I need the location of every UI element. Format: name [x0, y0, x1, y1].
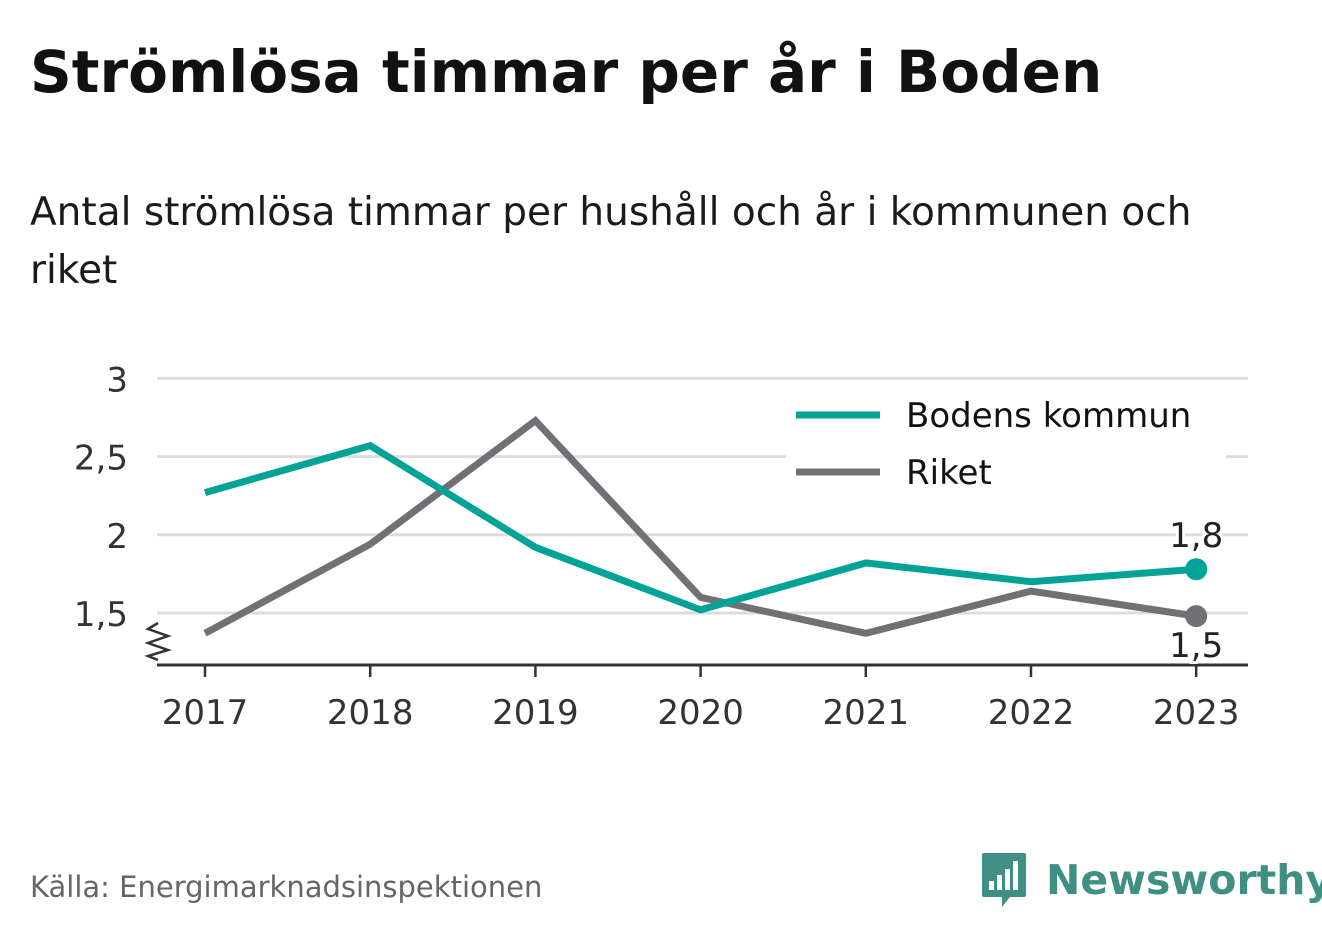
legend-label: Bodens kommun: [906, 396, 1191, 436]
x-tick-label: 2017: [162, 693, 249, 733]
chart-subtitle: Antal strömlösa timmar per hushåll och å…: [30, 190, 1192, 293]
newsworthy-logo-icon: [982, 853, 1026, 907]
y-tick-label: 2,5: [74, 439, 128, 479]
x-tick-label: 2020: [657, 693, 744, 733]
end-value-label: 1,5: [1169, 626, 1223, 666]
y-tick-label: 3: [106, 360, 128, 400]
axis-break-icon: [144, 621, 173, 662]
legend-label: Riket: [906, 453, 992, 493]
end-point-bodens: [1185, 558, 1208, 581]
y-tick-label: 2: [106, 517, 128, 557]
legend: Bodens kommun Riket: [786, 385, 1226, 493]
x-axis: 2017 2018 2019 2020 2021 2022 2023: [157, 663, 1248, 733]
series-line-riket: [203, 415, 1197, 637]
x-tick-label: 2023: [1153, 693, 1240, 733]
legend-bg: [786, 385, 1226, 429]
end-value-label: 1,8: [1169, 516, 1223, 556]
brand-logo: Newsworthy: [980, 850, 1322, 910]
x-tick-label: 2022: [988, 693, 1075, 733]
source-note: Källa: Energimarknadsinspektionen: [30, 870, 543, 904]
y-tick-label: 1,5: [74, 595, 128, 635]
y-axis: 1,5 2 2,5 3: [74, 360, 173, 662]
series-lines: 1,8 1,5: [203, 415, 1226, 669]
legend-bg: [786, 442, 1226, 486]
x-tick-label: 2019: [492, 693, 579, 733]
x-tick-label: 2021: [823, 693, 910, 733]
x-tick-label: 2018: [327, 693, 414, 733]
end-point-riket: [1185, 605, 1208, 628]
brand-name: Newsworthy: [1046, 856, 1322, 904]
series-line-bodens: [204, 441, 1197, 614]
chart-title: Strömlösa timmar per år i Boden: [30, 38, 1103, 106]
